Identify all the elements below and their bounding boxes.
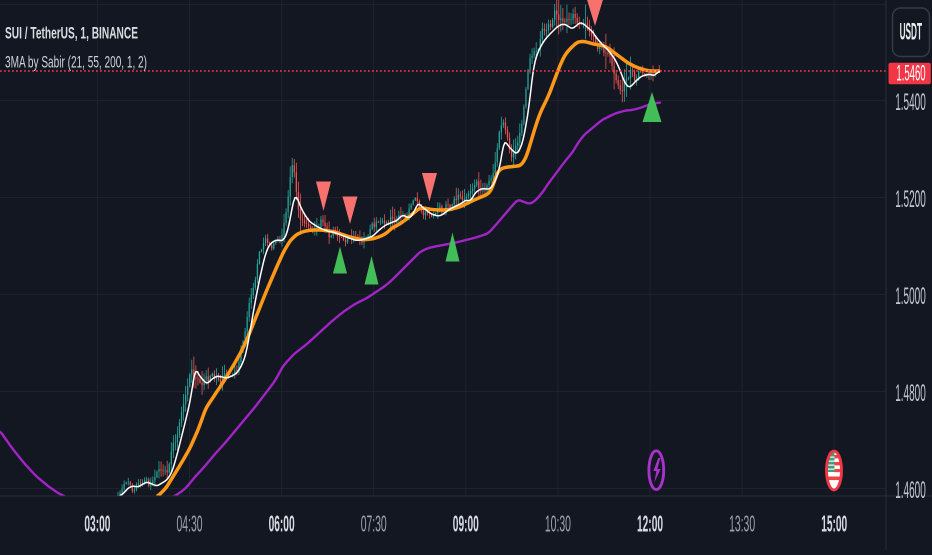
svg-text:15:00: 15:00: [821, 510, 847, 536]
svg-text:13:30: 13:30: [729, 510, 755, 536]
svg-text:1.5400: 1.5400: [895, 89, 926, 116]
svg-text:10:30: 10:30: [545, 510, 571, 536]
svg-text:1.5000: 1.5000: [895, 283, 926, 310]
svg-text:06:00: 06:00: [269, 510, 295, 536]
svg-text:SUI / TetherUS, 1, BINANCE: SUI / TetherUS, 1, BINANCE: [5, 25, 138, 43]
svg-text:03:00: 03:00: [84, 510, 110, 536]
svg-text:1.5460: 1.5460: [896, 60, 925, 85]
svg-text:1.5200: 1.5200: [895, 186, 926, 213]
svg-text:09:00: 09:00: [453, 510, 479, 536]
svg-text:1.4600: 1.4600: [895, 477, 926, 504]
svg-text:1.4800: 1.4800: [895, 380, 926, 407]
svg-text:3MA by Sabir (21, 55, 200, 1,: 3MA by Sabir (21, 55, 200, 1, 2): [5, 53, 147, 71]
svg-text:04:30: 04:30: [177, 510, 203, 536]
svg-text:07:30: 07:30: [361, 510, 387, 536]
svg-text:USDT: USDT: [900, 19, 923, 46]
svg-text:12:00: 12:00: [637, 510, 663, 536]
